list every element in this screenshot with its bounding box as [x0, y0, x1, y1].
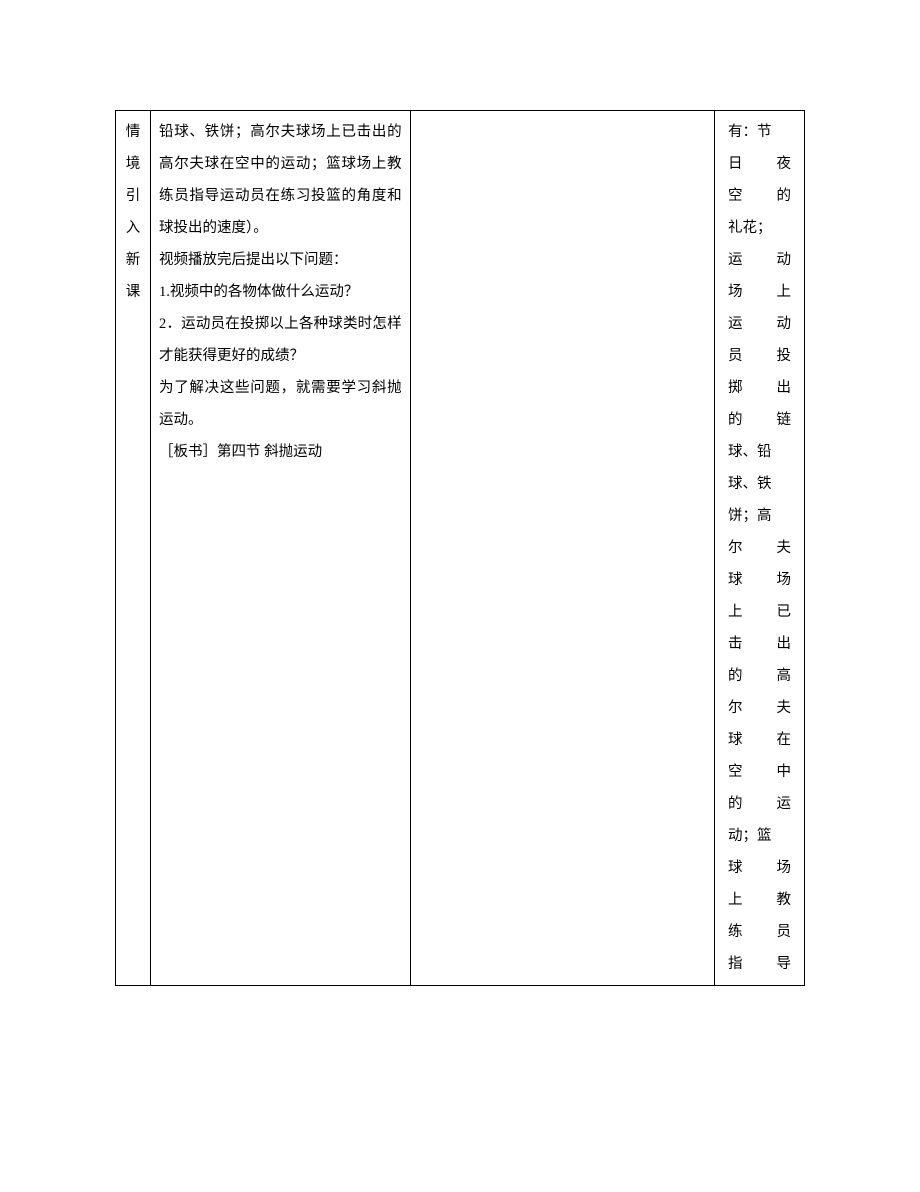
student-line: 饼；高	[728, 500, 791, 532]
teacher-activity-cell: 铅球、铁饼；高尔夫球场上已击出的高尔夫球在空中的运动；篮球场上教练员指导运动员在…	[150, 111, 410, 986]
student-line: 的链	[728, 404, 791, 436]
student-line: 运动	[728, 244, 791, 276]
student-line: 练员	[728, 916, 791, 948]
student-line: 空的	[728, 180, 791, 212]
table-row: 情 境 引 入 新 课 铅球、铁饼；高尔夫球场上已击出的高尔夫球在空中的运动；篮…	[116, 111, 805, 986]
section-char: 境	[124, 148, 142, 180]
student-line: 礼花；	[728, 212, 791, 244]
teacher-para: 2．运动员在投掷以上各种球类时怎样才能获得更好的成绩？	[159, 308, 402, 372]
student-line: 动；篮	[728, 820, 791, 852]
student-line: 球、铁	[728, 468, 791, 500]
student-line: 球场	[728, 564, 791, 596]
student-line: 的高	[728, 660, 791, 692]
student-activity-cell: 有：节 日夜 空的 礼花； 运动 场上 运动 员投 掷出 的链 球、铅 球、铁 …	[715, 111, 805, 986]
teacher-para: ［板书］第四节 斜抛运动	[159, 436, 402, 468]
student-line: 球场	[728, 852, 791, 884]
student-line: 员投	[728, 340, 791, 372]
lesson-plan-table: 情 境 引 入 新 课 铅球、铁饼；高尔夫球场上已击出的高尔夫球在空中的运动；篮…	[115, 110, 805, 986]
student-line: 空中	[728, 756, 791, 788]
teacher-para: 为了解决这些问题，就需要学习斜抛运动。	[159, 372, 402, 436]
student-line: 掷出	[728, 372, 791, 404]
student-line: 日夜	[728, 148, 791, 180]
student-line: 指导	[728, 948, 791, 980]
student-line: 击出	[728, 628, 791, 660]
teacher-para: 1.视频中的各物体做什么运动？	[159, 276, 402, 308]
student-line: 运动	[728, 308, 791, 340]
section-char: 引	[124, 180, 142, 212]
student-line: 上已	[728, 596, 791, 628]
student-line: 场上	[728, 276, 791, 308]
student-line: 球在	[728, 724, 791, 756]
section-char: 新	[124, 244, 142, 276]
section-char: 课	[124, 276, 142, 308]
student-line: 上教	[728, 884, 791, 916]
student-line: 尔夫	[728, 532, 791, 564]
teacher-para: 铅球、铁饼；高尔夫球场上已击出的高尔夫球在空中的运动；篮球场上教练员指导运动员在…	[159, 116, 402, 244]
student-line: 的运	[728, 788, 791, 820]
section-char: 入	[124, 212, 142, 244]
teacher-para: 视频播放完后提出以下问题：	[159, 244, 402, 276]
student-line: 尔夫	[728, 692, 791, 724]
section-label-cell: 情 境 引 入 新 课	[116, 111, 151, 986]
student-line: 球、铅	[728, 436, 791, 468]
student-line: 有：节	[728, 116, 791, 148]
section-char: 情	[124, 116, 142, 148]
middle-blank-cell	[410, 111, 714, 986]
